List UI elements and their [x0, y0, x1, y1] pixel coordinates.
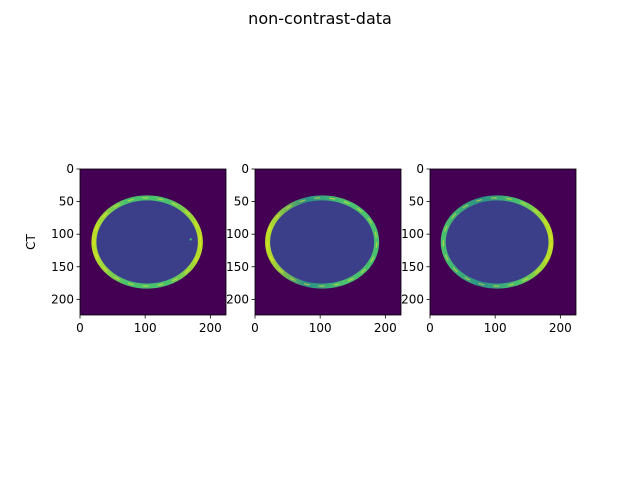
y-tick-label: 150 [226, 260, 249, 274]
y-tick-label: 100 [51, 227, 74, 241]
brain-tissue [444, 199, 550, 285]
x-tick-label: 200 [374, 321, 397, 335]
x-tick-label: 100 [484, 321, 507, 335]
y-tick-label: 100 [401, 227, 424, 241]
heatmap-image [430, 169, 576, 315]
x-tick-label: 0 [426, 321, 434, 335]
y-tick-label: 0 [241, 162, 249, 176]
axes-frame [79, 168, 227, 316]
y-tick-label: 50 [234, 195, 249, 209]
brain-tissue [269, 199, 376, 285]
y-tick-label: 200 [401, 292, 424, 306]
x-tick-label: 0 [76, 321, 84, 335]
subplot-2: 0 100 200 0 50 100 150 200 [226, 162, 402, 335]
heatmap-image [80, 169, 226, 315]
y-tick-label: 0 [66, 162, 74, 176]
subplot-3: 0 100 200 0 50 100 150 200 [401, 162, 577, 335]
y-axis-label: CT [24, 233, 38, 249]
panels: 0 100 200 0 50 100 150 200 CT 0 100 200 0 50 100 150 200… [24, 162, 577, 335]
subplot-1: 0 100 200 0 50 100 150 200 CT [24, 162, 227, 335]
figure-title: non-contrast-data [248, 9, 392, 28]
y-tick-label: 50 [409, 195, 424, 209]
x-tick-label: 0 [251, 321, 259, 335]
skull-highlight [266, 197, 378, 287]
bright-spot [197, 239, 201, 243]
y-tick-label: 50 [59, 195, 74, 209]
heatmap-image [255, 169, 401, 315]
brain-tissue [95, 199, 199, 285]
y-tick-label: 100 [226, 227, 249, 241]
skull-highlight [93, 197, 201, 287]
skull-highlight [442, 197, 552, 287]
y-tick-label: 150 [401, 260, 424, 274]
axes-frame [429, 168, 577, 316]
y-tick-label: 0 [416, 162, 424, 176]
axes-frame [254, 168, 402, 316]
x-tick-label: 100 [309, 321, 332, 335]
y-tick-label: 200 [226, 292, 249, 306]
x-tick-label: 200 [549, 321, 572, 335]
y-tick-label: 200 [51, 292, 74, 306]
x-tick-label: 100 [134, 321, 157, 335]
x-tick-label: 200 [199, 321, 222, 335]
bright-spot [189, 238, 193, 241]
y-tick-label: 150 [51, 260, 74, 274]
